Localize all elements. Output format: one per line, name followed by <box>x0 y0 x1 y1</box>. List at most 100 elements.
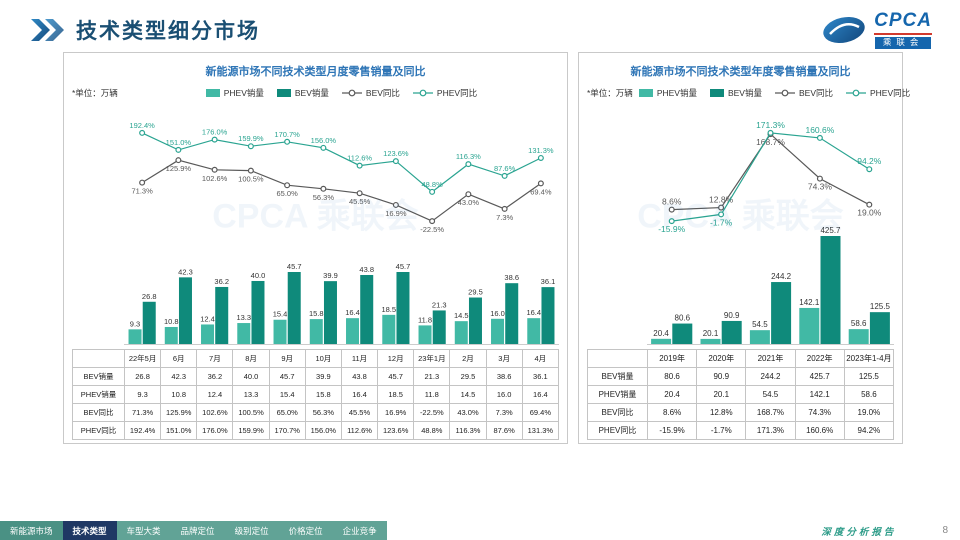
svg-text:156.0%: 156.0% <box>311 136 337 145</box>
table-cell: 123.6% <box>377 421 415 440</box>
legend-label: PHEV同比 <box>870 88 911 98</box>
legend-swatch-bar <box>205 89 220 97</box>
table-cell: 125.5 <box>843 367 895 386</box>
svg-text:9.3: 9.3 <box>130 319 140 328</box>
svg-text:176.0%: 176.0% <box>202 128 228 137</box>
svg-text:125.5: 125.5 <box>870 302 891 311</box>
svg-text:16.9%: 16.9% <box>385 209 407 218</box>
axis-category: 23年1月 <box>413 349 451 368</box>
chart-title: 新能源市场不同技术类型月度零售销量及同比 <box>205 66 426 78</box>
bar <box>651 338 672 344</box>
svg-text:90.9: 90.9 <box>724 311 740 320</box>
svg-text:40.0: 40.0 <box>251 271 266 280</box>
bar <box>237 323 251 344</box>
svg-text:94.2%: 94.2% <box>857 156 882 166</box>
svg-text:38.6: 38.6 <box>504 273 519 282</box>
row-label: BEV销量 <box>72 367 125 386</box>
svg-text:20.1: 20.1 <box>703 329 719 338</box>
axis-category: 2019年 <box>646 349 698 368</box>
footer-tab-2[interactable]: 车型大类 <box>116 521 171 540</box>
footer-tab-1[interactable]: 技术类型 <box>62 521 117 540</box>
svg-text:12.8%: 12.8% <box>709 195 734 205</box>
bar <box>491 318 505 344</box>
table-cell: 156.0% <box>304 421 342 440</box>
header: 技术类型细分市场 CPCA 乘联会 <box>0 0 960 49</box>
table-cell: 13.3 <box>232 385 270 404</box>
row-label: BEV销量 <box>587 367 648 386</box>
bar <box>346 318 360 344</box>
svg-text:-22.5%: -22.5% <box>420 225 444 234</box>
footer-tab-6[interactable]: 企业竞争 <box>332 521 387 540</box>
axis-category: 11月 <box>340 349 379 368</box>
table-cell: 12.4 <box>196 385 234 404</box>
svg-text:13.3: 13.3 <box>236 313 251 322</box>
axis-category: 2022年 <box>794 349 845 368</box>
svg-text:-15.9%: -15.9% <box>658 224 685 234</box>
table-cell: -1.7% <box>696 421 747 440</box>
svg-text:48.8%: 48.8% <box>421 180 443 189</box>
table-cell: 151.0% <box>160 421 198 440</box>
table-cell: 43.0% <box>449 403 487 422</box>
table-cell: 29.5 <box>449 367 487 386</box>
bar <box>527 318 541 344</box>
legend-item: BEV同比 <box>341 87 400 99</box>
axis-category: 10月 <box>304 349 342 368</box>
legend-label: PHEV销量 <box>223 88 264 98</box>
footer-tab-4[interactable]: 级别定位 <box>224 521 279 540</box>
svg-text:39.9: 39.9 <box>323 271 338 280</box>
bar <box>432 310 446 344</box>
table-cell: 7.3% <box>485 403 523 422</box>
svg-text:168.7%: 168.7% <box>756 137 785 147</box>
table-cell: 425.7 <box>794 367 845 386</box>
footer: 新能源市场 技术类型 车型大类 品牌定位 级别定位 价格定位 企业竞争 深度分析报告 8 <box>0 521 960 540</box>
table-cell: 21.3 <box>413 367 451 386</box>
svg-text:10.8: 10.8 <box>164 317 179 326</box>
table-cell: 18.5 <box>377 385 415 404</box>
bar <box>848 329 869 344</box>
bar <box>396 272 410 344</box>
axis-category: 2021年 <box>745 349 796 368</box>
row-label: BEV同比 <box>587 403 648 422</box>
footer-tab-0[interactable]: 新能源市场 <box>0 521 63 540</box>
line <box>141 132 542 193</box>
legend-item: PHEV同比 <box>846 87 910 99</box>
footer-tab-3[interactable]: 品牌定位 <box>170 521 225 540</box>
svg-text:11.8: 11.8 <box>418 315 432 324</box>
bar <box>541 287 555 344</box>
svg-text:16.4: 16.4 <box>345 308 360 317</box>
svg-text:43.0%: 43.0% <box>458 198 480 207</box>
svg-text:102.6%: 102.6% <box>202 174 228 183</box>
table-row: PHEV销量 9.3 10.8 12.4 13.3 15.4 15.8 16.4 18.5 11.… <box>72 385 560 404</box>
legend-swatch-line <box>846 89 866 97</box>
footer-tab-5[interactable]: 价格定位 <box>278 521 333 540</box>
svg-text:45.5%: 45.5% <box>349 197 371 206</box>
svg-text:36.2: 36.2 <box>214 277 229 286</box>
svg-text:125.9%: 125.9% <box>166 164 192 173</box>
svg-text:74.3%: 74.3% <box>808 182 833 192</box>
bar <box>468 297 482 344</box>
axis-category: 9月 <box>268 349 306 368</box>
line <box>141 159 542 222</box>
table-cell: 168.7% <box>745 403 796 422</box>
table-row: BEV销量 26.8 42.3 36.2 40.0 45.7 39.9 43.8 45.7 21.… <box>72 367 560 386</box>
table-cell: 54.5 <box>745 385 796 404</box>
table-cell: 42.3 <box>160 367 198 386</box>
bar <box>505 283 519 344</box>
table-cell: 58.6 <box>843 385 895 404</box>
cpca-emblem-icon <box>823 17 865 43</box>
table-cell: 125.9% <box>160 403 198 422</box>
bar <box>799 307 820 344</box>
table-cell: 244.2 <box>745 367 796 386</box>
table-cell: 36.1 <box>521 367 560 386</box>
svg-text:8.6%: 8.6% <box>662 197 682 207</box>
legend-swatch-line <box>412 89 433 97</box>
table-cell: 9.3 <box>123 385 162 404</box>
svg-text:36.1: 36.1 <box>541 277 556 286</box>
svg-text:116.3%: 116.3% <box>456 152 481 161</box>
svg-text:29.5: 29.5 <box>468 288 483 297</box>
cpca-logo: CPCA 乘联会 <box>821 10 932 49</box>
table-cell: 48.8% <box>413 421 451 440</box>
legend-label: BEV销量 <box>727 88 762 98</box>
footer-tabs: 新能源市场 技术类型 车型大类 品牌定位 级别定位 价格定位 企业竞争 <box>0 521 387 540</box>
